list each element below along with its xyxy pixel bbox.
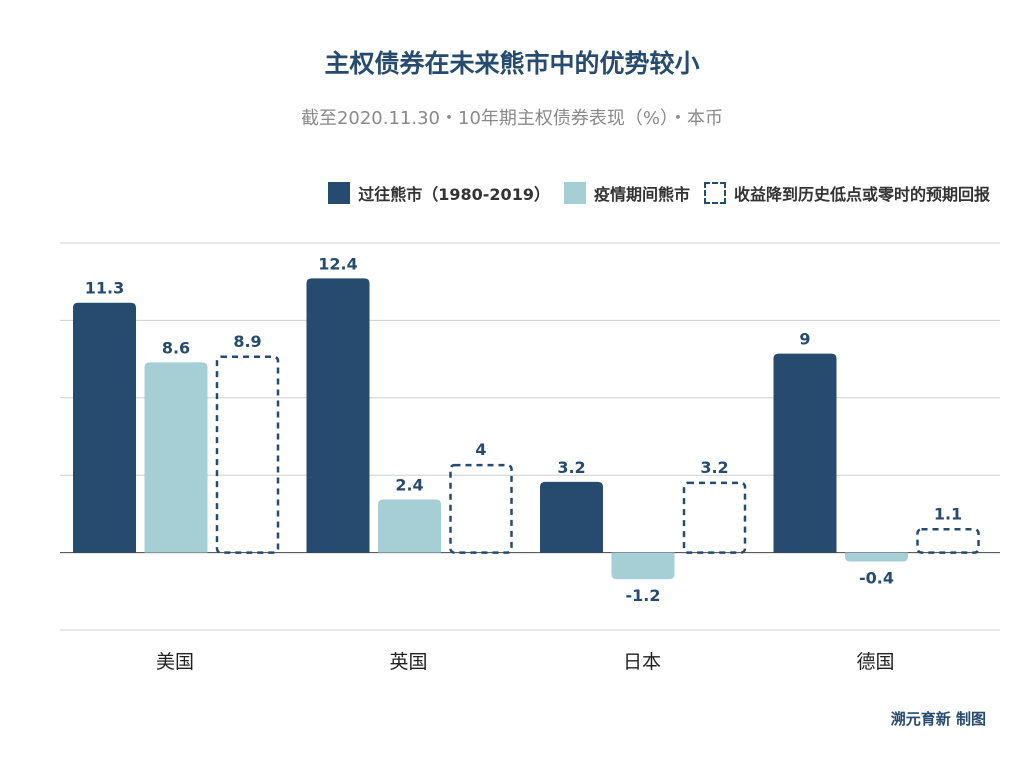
chart-title: 主权债券在未来熊市中的优势较小 — [324, 49, 700, 78]
legend-item-pandemic-bear: 疫情期间熊市 — [563, 181, 690, 205]
data-label: 11.3 — [85, 279, 124, 298]
bar — [378, 499, 441, 553]
category-label: 日本 — [623, 651, 661, 673]
legend: 过往熊市（1980-2019） 疫情期间熊市 收益降到历史低点或零时的预期回报 — [328, 181, 990, 205]
bar — [611, 552, 675, 580]
data-label: -1.2 — [626, 586, 661, 605]
legend-swatch — [703, 182, 726, 204]
data-label: 3.2 — [700, 458, 728, 477]
legend-label: 收益降到历史低点或零时的预期回报 — [733, 185, 990, 204]
legend-label: 疫情期间熊市 — [593, 185, 690, 204]
data-label: -0.4 — [859, 568, 894, 587]
bar — [306, 278, 370, 553]
bar — [215, 355, 280, 554]
chart-subtitle: 截至2020.11.30・10年期主权债券表现（%）・本币 — [300, 108, 724, 129]
category-label: 美国 — [156, 651, 194, 673]
data-label: 1.1 — [934, 504, 962, 523]
legend-label: 过往熊市（1980-2019） — [358, 185, 550, 204]
bar — [540, 481, 603, 553]
bar — [845, 552, 908, 562]
data-label: 8.9 — [233, 332, 261, 351]
data-label: 4 — [475, 440, 486, 459]
data-label: 3.2 — [557, 458, 585, 477]
category-label: 德国 — [856, 651, 894, 673]
category-label: 英国 — [389, 651, 427, 673]
data-label: 2.4 — [395, 476, 423, 495]
data-label: 9 — [799, 330, 810, 349]
legend-swatch — [563, 182, 586, 204]
bar — [682, 481, 747, 554]
credit: 溯元育新 制图 — [890, 710, 986, 728]
bar — [449, 463, 513, 554]
legend-swatch — [328, 182, 351, 204]
legend-item-past-bear: 过往熊市（1980-2019） — [328, 181, 550, 205]
legend-item-expected-return: 收益降到历史低点或零时的预期回报 — [703, 181, 990, 205]
bar — [916, 528, 980, 554]
data-label: 8.6 — [162, 338, 190, 357]
bar — [773, 353, 837, 553]
bar — [73, 302, 136, 553]
data-label: 12.4 — [318, 254, 357, 273]
bar — [144, 362, 208, 553]
